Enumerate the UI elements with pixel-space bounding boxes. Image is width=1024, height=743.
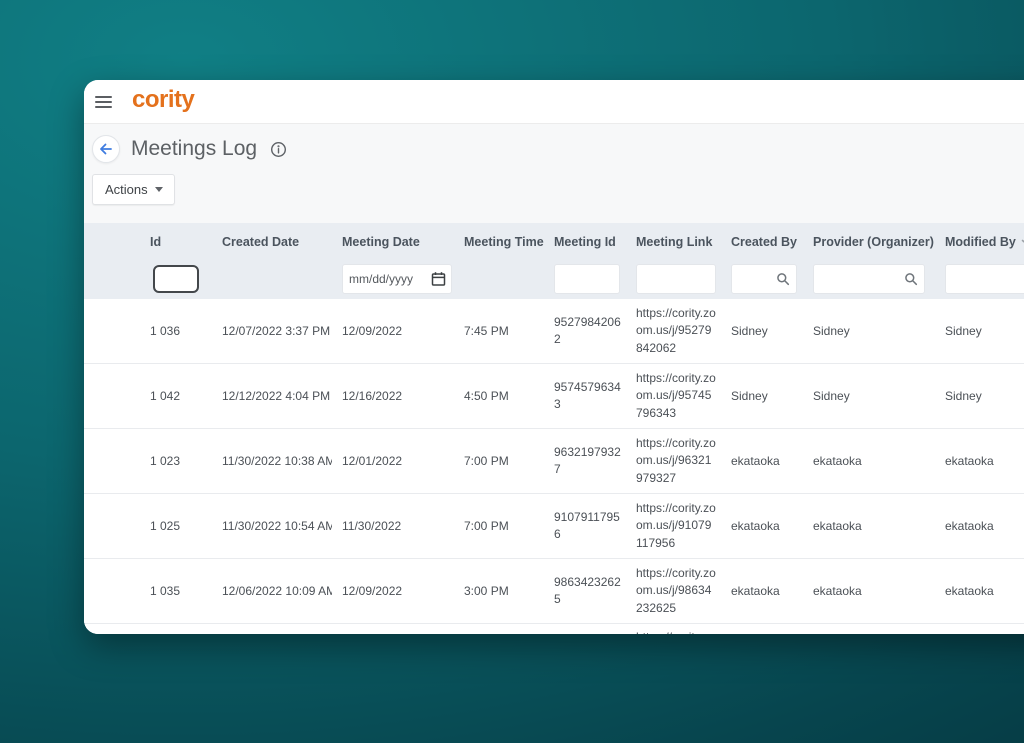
cell-meeting-link[interactable]: https://cority.zoom.us/j/95279842062	[636, 305, 716, 355]
cell-meeting-time: 7:00 PM	[464, 519, 509, 533]
cell-created-date: 12/12/2022 4:04 PM	[222, 389, 331, 403]
cell-created-by: ekataoka	[731, 584, 780, 598]
column-header-meeting-date[interactable]: Meeting Date	[342, 235, 420, 249]
cell-meeting-date: 11/30/2022	[342, 519, 402, 533]
column-header-modified-by[interactable]: Modified By	[935, 223, 1024, 259]
cell-meeting-id: 98634232625	[554, 574, 621, 606]
cell-meeting-id: 91079117956	[554, 509, 620, 541]
id-filter-input[interactable]	[153, 265, 199, 293]
column-header-created-date[interactable]: Created Date	[222, 235, 300, 249]
cell-modified-by: Sidney	[945, 324, 982, 338]
search-icon[interactable]	[904, 272, 918, 286]
column-header-provider[interactable]: Provider (Organizer)	[813, 235, 934, 249]
actions-button-label: Actions	[105, 182, 148, 197]
back-button[interactable]	[92, 135, 120, 163]
cell-meeting-time: 4:50 PM	[464, 389, 509, 403]
column-header-modified-by-label: Modified By	[945, 235, 1016, 249]
table-row[interactable]: 1 036 12/07/2022 3:37 PM 12/09/2022 7:45…	[84, 299, 1024, 364]
cell-created-by: ekataoka	[731, 519, 780, 533]
cell-meeting-time: 3:00 PM	[464, 584, 509, 598]
meetings-table: Id Created Date Meeting Date Meeting Tim…	[84, 223, 1024, 634]
actions-row: Actions	[92, 174, 1024, 205]
caret-down-icon	[154, 187, 163, 192]
cell-created-date: 12/07/2022 3:37 PM	[222, 324, 331, 338]
hamburger-menu-icon[interactable]	[92, 87, 122, 117]
meeting-date-filter-input[interactable]	[342, 264, 452, 294]
cell-id: 1 025	[150, 519, 181, 533]
cell-meeting-date: 12/09/2022	[342, 324, 403, 338]
cell-meeting-link[interactable]: https://cority.zo	[626, 624, 721, 634]
table-row[interactable]: https://cority.zo	[84, 624, 1024, 634]
cell-provider: ekataoka	[813, 519, 862, 533]
modified-by-filter-input[interactable]	[945, 264, 1024, 294]
info-circle-icon[interactable]	[270, 141, 287, 158]
cell-modified-by: ekataoka	[945, 519, 994, 533]
meeting-link-filter-input[interactable]	[636, 264, 716, 294]
title-row: Meetings Log	[92, 135, 1024, 163]
page-content: Meetings Log Actions Id Created Date Mee…	[84, 124, 1024, 634]
column-header-id[interactable]: Id	[150, 235, 162, 249]
cell-provider: Sidney	[813, 389, 850, 403]
cell-id: 1 036	[150, 324, 181, 338]
created-by-filter-input[interactable]	[731, 264, 797, 294]
cell-meeting-date: 12/01/2022	[342, 454, 403, 468]
table-row[interactable]: 1 035 12/06/2022 10:09 AM 12/09/2022 3:0…	[84, 559, 1024, 624]
cell-id: 1 035	[150, 584, 181, 598]
cell-provider: Sidney	[813, 324, 850, 338]
cell-provider: ekataoka	[813, 454, 862, 468]
page-title: Meetings Log	[131, 137, 258, 160]
cell-meeting-id: 95279842062	[554, 314, 621, 346]
app-header: cority	[84, 80, 1024, 124]
cell-meeting-date: 12/16/2022	[342, 389, 403, 403]
cell-id: 1 023	[150, 454, 181, 468]
cell-id: 1 042	[150, 389, 181, 403]
column-header-meeting-id[interactable]: Meeting Id	[554, 235, 616, 249]
search-icon[interactable]	[776, 272, 790, 286]
cell-created-by: Sidney	[731, 324, 768, 338]
table-header-row: Id Created Date Meeting Date Meeting Tim…	[84, 223, 1024, 259]
cell-created-date: 11/30/2022 10:38 AM	[222, 454, 332, 468]
cority-logo: cority	[132, 86, 195, 113]
cell-modified-by: Sidney	[945, 389, 982, 403]
cell-created-date: 11/30/2022 10:54 AM	[222, 519, 332, 533]
cell-modified-by: ekataoka	[945, 584, 994, 598]
cell-meeting-time: 7:45 PM	[464, 324, 509, 338]
actions-button[interactable]: Actions	[92, 174, 175, 205]
column-header-meeting-time[interactable]: Meeting Time	[464, 235, 544, 249]
calendar-icon[interactable]	[431, 271, 446, 287]
meeting-id-filter-input[interactable]	[554, 264, 620, 294]
cell-meeting-link[interactable]: https://cority.zoom.us/j/98634232625	[636, 565, 716, 615]
table-row[interactable]: 1 023 11/30/2022 10:38 AM 12/01/2022 7:0…	[84, 429, 1024, 494]
cell-meeting-id: 95745796343	[554, 379, 621, 411]
table-body: 1 036 12/07/2022 3:37 PM 12/09/2022 7:45…	[84, 299, 1024, 634]
cell-meeting-link[interactable]: https://cority.zoom.us/j/91079117956	[636, 500, 716, 550]
arrow-left-icon	[98, 141, 114, 157]
cell-meeting-link[interactable]: https://cority.zoom.us/j/95745796343	[636, 370, 716, 420]
cell-created-by: Sidney	[731, 389, 768, 403]
cell-meeting-id: 96321979327	[554, 444, 621, 476]
table-row[interactable]: 1 042 12/12/2022 4:04 PM 12/16/2022 4:50…	[84, 364, 1024, 429]
cell-provider: ekataoka	[813, 584, 862, 598]
cell-created-by: ekataoka	[731, 454, 780, 468]
column-header-created-by[interactable]: Created By	[731, 235, 797, 249]
cell-meeting-date: 12/09/2022	[342, 584, 403, 598]
table-row[interactable]: 1 025 11/30/2022 10:54 AM 11/30/2022 7:0…	[84, 494, 1024, 559]
cell-modified-by: ekataoka	[945, 454, 994, 468]
column-header-meeting-link[interactable]: Meeting Link	[636, 235, 713, 249]
cell-meeting-link[interactable]: https://cority.zoom.us/j/96321979327	[636, 435, 716, 485]
gutter-header	[84, 223, 140, 259]
table-filter-row	[84, 259, 1024, 299]
app-window: cority Meetings Log Actions	[84, 80, 1024, 634]
cell-created-date: 12/06/2022 10:09 AM	[222, 584, 332, 598]
cell-meeting-time: 7:00 PM	[464, 454, 509, 468]
